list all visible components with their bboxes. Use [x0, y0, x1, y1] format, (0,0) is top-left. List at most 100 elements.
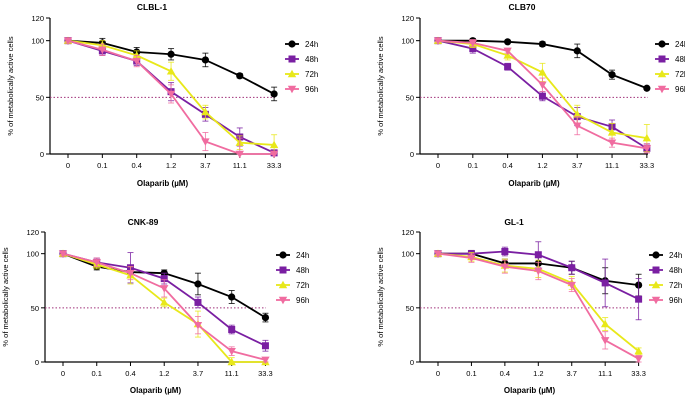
data-point	[193, 321, 203, 330]
data-point	[126, 269, 135, 278]
data-point	[538, 81, 547, 90]
x-tick-label: 11.1	[605, 161, 619, 170]
data-point	[160, 275, 168, 283]
x-tick-label: 0	[436, 161, 440, 170]
data-point	[160, 285, 169, 293]
data-point	[261, 313, 270, 322]
data-point	[504, 63, 512, 71]
y-axis-label: % of metabolically active cells	[1, 247, 10, 346]
data-point	[201, 56, 210, 64]
x-tick-label: 11.1	[233, 161, 247, 170]
chart-panel: CLB70 0 50 100 120 0 0.1 0.4 1.2 3.7 11.1 33.3 Olapa…	[376, 2, 685, 188]
y-axis-label: % of metabolically active cells	[6, 36, 15, 135]
x-tick-label: 1.2	[533, 369, 543, 378]
data-point	[600, 337, 610, 345]
series-96h	[63, 37, 279, 159]
chart-panel: CNK-89 0 50 100 120 0 0.1 0.4 1.2 3.7 11.1 33.3 Olap…	[1, 217, 309, 395]
y-tick-label: 50	[406, 93, 414, 102]
y-tick-label: 0	[410, 150, 414, 159]
y-tick-label: 120	[31, 14, 44, 23]
chart-panel: GL-1 0 50 100 120 0 0.1 0.4 1.2 3.7 11.1 33.3 Olapar…	[376, 217, 682, 395]
data-point	[635, 295, 643, 303]
legend-label: 72h	[296, 281, 309, 290]
y-tick-label: 100	[26, 250, 39, 259]
data-point	[63, 37, 73, 45]
x-tick-label: 0.4	[125, 369, 135, 378]
legend-label: 96h	[296, 296, 309, 305]
data-point	[534, 251, 542, 259]
data-point	[642, 145, 652, 153]
data-point	[269, 140, 279, 149]
data-point	[194, 280, 202, 288]
series-48h	[434, 37, 651, 154]
legend-marker	[287, 85, 297, 94]
x-tick-label: 33.3	[631, 369, 646, 378]
data-point	[270, 90, 278, 98]
data-point	[503, 47, 512, 56]
chart-title: CLB70	[509, 2, 536, 12]
data-point	[433, 37, 443, 45]
legend: 24h 48h 72h 96h	[285, 40, 318, 94]
legend-marker	[279, 251, 287, 259]
data-point	[567, 281, 576, 290]
data-point	[236, 72, 244, 80]
y-tick-label: 50	[406, 304, 414, 313]
x-tick-label: 3.7	[572, 161, 582, 170]
data-point	[601, 279, 609, 287]
legend-label: 72h	[305, 70, 318, 79]
x-tick-label: 0	[66, 161, 70, 170]
x-tick-label: 0.1	[97, 161, 107, 170]
legend: 24h 48h 72h 96h	[276, 251, 309, 305]
data-point	[538, 92, 546, 100]
data-point	[608, 71, 616, 79]
data-point	[538, 68, 547, 76]
data-point	[261, 342, 269, 350]
data-point	[261, 356, 270, 365]
legend-label: 96h	[305, 85, 318, 94]
legend-label: 72h	[675, 70, 685, 79]
legend: 24h 48h 72h 96h	[655, 40, 685, 94]
legend-label: 48h	[296, 266, 309, 275]
data-point	[607, 128, 617, 136]
data-point	[534, 267, 543, 276]
data-point	[467, 254, 476, 263]
x-tick-label: 33.3	[258, 369, 273, 378]
x-axis-label: Olaparib (µM)	[504, 386, 556, 395]
legend-marker	[279, 266, 287, 274]
chart-panel: CLBL-1 0 50 100 120 0 0.1 0.4 1.2 3.7 11.1 33.3 Olap…	[6, 2, 318, 188]
data-point	[167, 50, 175, 58]
x-tick-label: 0.1	[92, 369, 102, 378]
data-point	[504, 38, 512, 46]
legend-label: 96h	[669, 296, 682, 305]
x-axis-label: Olaparib (µM)	[130, 386, 182, 395]
y-tick-label: 100	[401, 37, 414, 46]
y-tick-label: 100	[31, 37, 44, 46]
data-point	[469, 45, 477, 53]
chart-title: GL-1	[504, 217, 524, 227]
legend-marker	[658, 40, 666, 48]
data-point	[568, 264, 576, 272]
data-point	[98, 46, 107, 54]
data-point	[501, 248, 509, 255]
data-point	[132, 51, 141, 59]
data-point	[227, 357, 236, 366]
x-tick-label: 33.3	[267, 161, 282, 170]
data-point	[201, 138, 210, 146]
data-point	[269, 150, 279, 159]
data-point	[500, 263, 510, 271]
data-point	[235, 150, 244, 159]
data-point	[166, 90, 176, 99]
legend-marker	[651, 296, 661, 305]
x-tick-label: 3.7	[193, 369, 203, 378]
data-point	[634, 355, 643, 363]
data-point	[643, 84, 651, 92]
series-96h	[433, 37, 652, 154]
legend-marker	[278, 280, 288, 289]
data-point	[642, 133, 652, 142]
x-tick-label: 11.1	[225, 369, 239, 378]
legend-marker	[652, 266, 660, 274]
data-point	[634, 346, 643, 355]
y-axis-label: % of metabolically active cells	[376, 247, 385, 346]
data-point	[228, 293, 236, 301]
data-point	[227, 347, 236, 356]
